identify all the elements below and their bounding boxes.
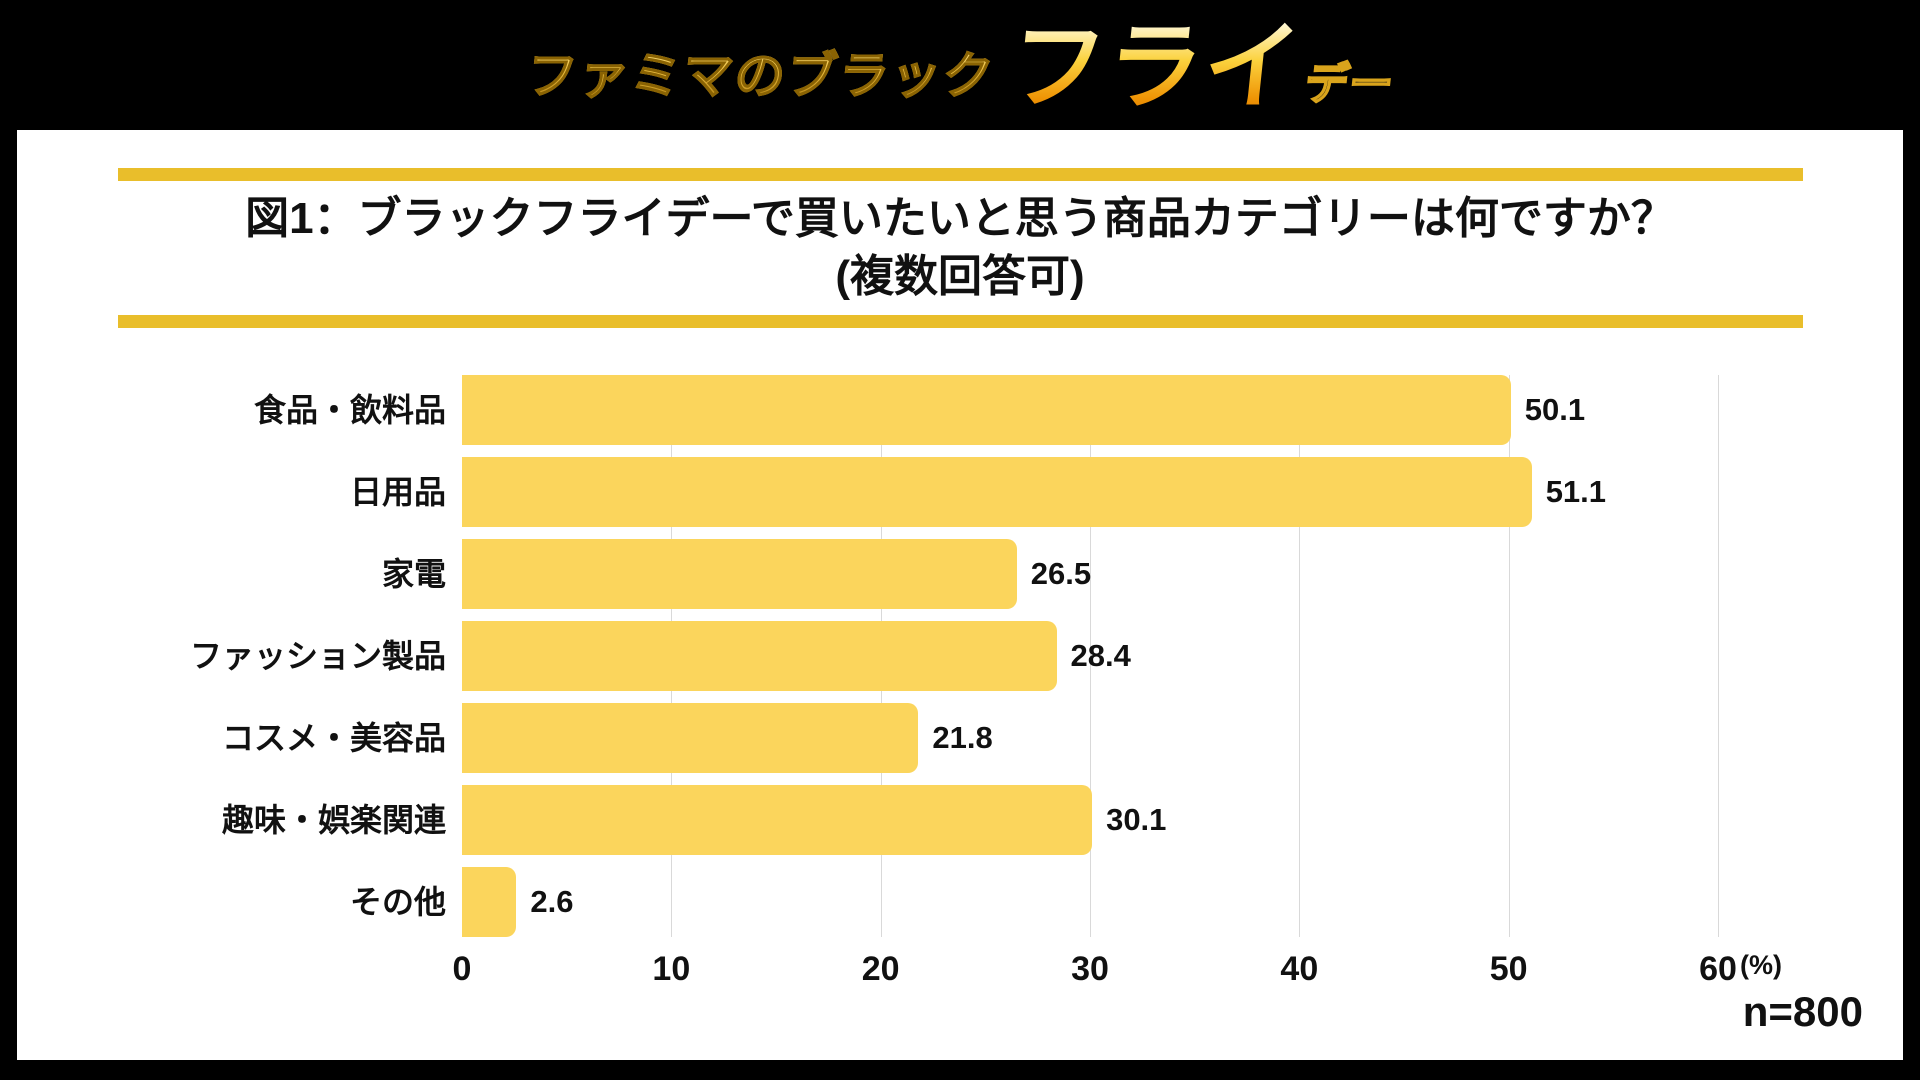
bar-row: 食品・飲料品 50.1 <box>17 375 1903 445</box>
famima-black-friday-logo: ファミマのブラック フライ デー <box>521 14 1400 130</box>
x-tick-label-10: 10 <box>652 950 691 988</box>
category-label: ファッション製品 <box>189 638 446 674</box>
x-axis: (%) 0 10 20 30 40 50 60 <box>453 937 1782 997</box>
category-label: コスメ・美容品 <box>221 720 446 756</box>
bar <box>462 457 1532 527</box>
bar-row: 日用品 51.1 <box>17 457 1903 527</box>
category-label: その他 <box>349 884 446 920</box>
bar-value-label: 50.1 <box>1524 392 1586 427</box>
bar-value-label: 21.8 <box>932 720 993 755</box>
title-divider-bottom <box>117 315 1803 328</box>
x-tick-label-60: 60 <box>1699 950 1737 988</box>
bar <box>462 867 517 937</box>
bar <box>462 375 1511 445</box>
bar <box>462 703 919 773</box>
bar-track: 51.1 <box>462 457 1718 527</box>
bar-track: 28.4 <box>462 621 1718 691</box>
category-label: 日用品 <box>349 474 446 510</box>
bar <box>462 785 1093 855</box>
bar-track: 50.1 <box>462 375 1718 445</box>
x-tick-label-40: 40 <box>1280 950 1319 988</box>
bar <box>462 621 1057 691</box>
sample-size-label: n=800 <box>1742 988 1863 1035</box>
bar-track: 2.6 <box>462 867 1718 937</box>
bar-value-label: 51.1 <box>1545 474 1607 509</box>
x-tick-label-0: 0 <box>452 950 472 988</box>
header-band: ファミマのブラック フライ デー <box>0 0 1920 130</box>
x-tick-label-20: 20 <box>861 950 900 988</box>
title-block: 図1：ブラックフライデーで買いたいと思う商品カテゴリーは何ですか？ (複数回答可… <box>117 168 1803 328</box>
content-panel: 図1：ブラックフライデーで買いたいと思う商品カテゴリーは何ですか？ (複数回答可… <box>17 130 1903 1060</box>
logo-text-dee: デー <box>1301 59 1396 110</box>
bar-value-label: 26.5 <box>1030 556 1092 591</box>
bar-value-label: 28.4 <box>1070 638 1131 673</box>
chart-title-line1: 図1：ブラックフライデーで買いたいと思う商品カテゴリーは何ですか？ <box>245 194 1675 243</box>
bar-rows: 食品・飲料品 50.1 日用品 51.1 家電 26.5 ファッション製品 28.4 コスメ・美… <box>17 375 1903 937</box>
logo-text-furai: フライ <box>1003 14 1306 121</box>
title-divider-top <box>117 168 1803 181</box>
bar <box>462 539 1017 609</box>
bar-row: 家電 26.5 <box>17 539 1903 609</box>
category-label: 趣味・娯楽関連 <box>221 802 446 838</box>
bar-chart: 食品・飲料品 50.1 日用品 51.1 家電 26.5 ファッション製品 28.4 コスメ・美… <box>17 375 1903 997</box>
bar-track: 30.1 <box>462 785 1718 855</box>
bar-row: 趣味・娯楽関連 30.1 <box>17 785 1903 855</box>
bar-value-label: 2.6 <box>530 884 574 919</box>
bar-row: その他 2.6 <box>17 867 1903 937</box>
x-tick-label-50: 50 <box>1489 950 1528 988</box>
category-label: 家電 <box>381 556 446 592</box>
bar-track: 26.5 <box>462 539 1718 609</box>
bar-value-label: 30.1 <box>1106 802 1167 837</box>
x-axis-unit-label: (%) <box>1740 950 1782 980</box>
bar-row: コスメ・美容品 21.8 <box>17 703 1903 773</box>
bar-track: 21.8 <box>462 703 1718 773</box>
chart-title-line2: (複数回答可) <box>835 252 1085 301</box>
x-tick-label-30: 30 <box>1071 950 1109 988</box>
logo-text-famima-no-black: ファミマのブラック <box>523 36 999 108</box>
category-label: 食品・飲料品 <box>253 392 446 428</box>
bar-row: ファッション製品 28.4 <box>17 621 1903 691</box>
